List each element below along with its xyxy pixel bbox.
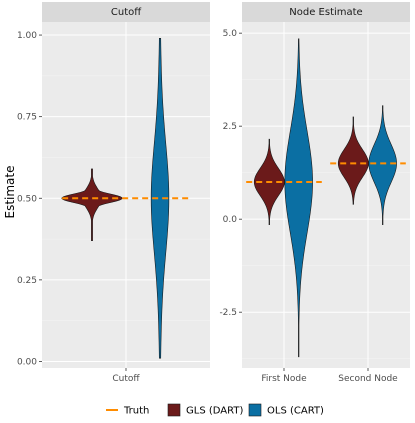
x-tick-label: Second Node <box>338 374 398 384</box>
y-tick-label: 0.25 <box>17 276 37 286</box>
panel-node-strip <box>242 2 410 22</box>
x-tick-label: First Node <box>261 374 307 384</box>
violin-ols-first-node <box>284 38 313 358</box>
y-tick-label: -2.5 <box>219 308 237 318</box>
y-tick-label: 0.50 <box>17 194 37 204</box>
panel-node-estimate: Node Estimate -2.5 0.0 2.5 5.0 First Node Se… <box>219 2 410 384</box>
y-tick-label: 5.0 <box>223 29 238 39</box>
panel-cutoff-violins <box>61 38 170 359</box>
y-tick-label: 1.00 <box>17 31 37 41</box>
y-tick-label: 2.5 <box>223 122 237 132</box>
violin-ols-cutoff <box>150 38 170 359</box>
panel-node-y-ticks: -2.5 0.0 2.5 5.0 <box>219 29 242 318</box>
violin-gls-second-node <box>337 116 369 205</box>
y-axis-title: Estimate <box>3 165 17 218</box>
panel-node-truth-lines <box>246 162 406 183</box>
legend-label: Truth <box>123 406 149 417</box>
y-tick-label: 0.75 <box>17 113 37 123</box>
legend: Truth GLS (DART) OLS (CART) <box>106 403 324 417</box>
legend-label: GLS (DART) <box>186 406 243 417</box>
panel-cutoff: Cutoff 0.00 0.25 0.50 0.75 1.00 Cutoff <box>17 2 210 384</box>
y-tick-label: 0.0 <box>223 215 238 225</box>
y-tick-label: 0.00 <box>17 357 37 367</box>
legend-swatch-gls <box>167 403 181 417</box>
panel-cutoff-y-ticks: 0.00 0.25 0.50 0.75 1.00 <box>17 31 42 367</box>
legend-swatch-ols <box>248 403 262 417</box>
panel-cutoff-x-ticks: Cutoff <box>112 368 140 384</box>
panel-node-title: Node Estimate <box>289 7 362 18</box>
legend-label: OLS (CART) <box>267 406 324 417</box>
panel-node-x-ticks: First Node Second Node <box>261 368 398 384</box>
x-tick-label: Cutoff <box>112 374 140 384</box>
y-axis-title-group: Estimate <box>3 165 17 218</box>
panel-cutoff-title: Cutoff <box>111 7 142 18</box>
violin-gls-cutoff <box>61 168 123 241</box>
panel-cutoff-strip <box>42 2 210 22</box>
violin-ols-second-node <box>368 105 397 226</box>
